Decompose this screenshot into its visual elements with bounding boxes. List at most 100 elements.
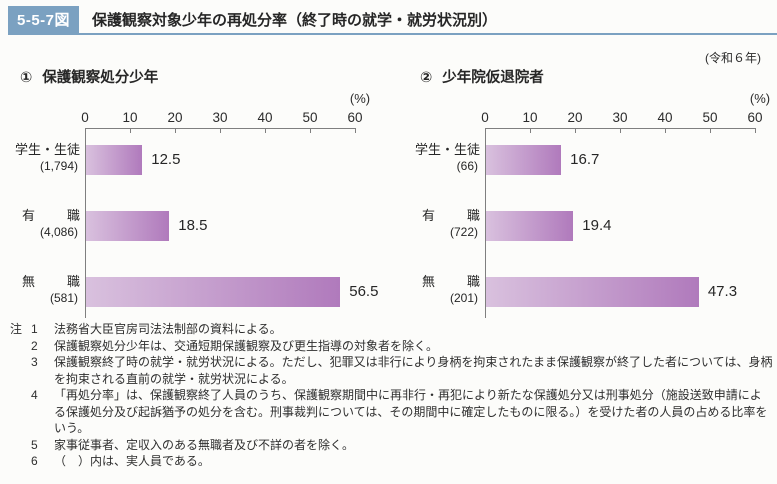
category-count: (1,794) bbox=[39, 159, 78, 173]
axis-tick-mark bbox=[220, 128, 221, 133]
plot-area: 0 10 20 30 40 50 60 学生・生徒 (66) 16.7 有職 (722) 19.4 無職(… bbox=[412, 66, 777, 324]
y-axis-line bbox=[85, 128, 86, 318]
bar-value-label: 18.5 bbox=[178, 217, 208, 234]
bar-value-label: 19.4 bbox=[582, 217, 612, 234]
title-underline bbox=[8, 33, 777, 35]
note-number: 5 bbox=[31, 437, 38, 452]
axis-tick-label: 30 bbox=[612, 110, 628, 125]
axis-tick-mark bbox=[355, 128, 356, 133]
axis-tick-mark bbox=[710, 128, 711, 133]
note-number: 1 bbox=[31, 322, 38, 336]
panel-title: 少年院仮退院者 bbox=[442, 70, 544, 86]
category-label: 有職 (722) bbox=[412, 208, 480, 240]
note-text: 保護観察終了時の就学・就労状況による。ただし、犯罪又は非行により身柄を拘束された… bbox=[54, 355, 773, 386]
bar bbox=[486, 145, 562, 175]
axis-tick-mark bbox=[575, 128, 576, 133]
panel-heading: ① 保護観察処分少年 bbox=[20, 66, 158, 87]
axis-tick-label: 40 bbox=[657, 110, 673, 125]
category-label-char: 職 bbox=[66, 274, 80, 289]
x-axis-line bbox=[485, 128, 756, 129]
category-label-char: 無 bbox=[422, 274, 436, 289]
plot-area: 0 10 20 30 40 50 60 学生・生徒 (1,794) 12.5 有職 (4,086) 18… bbox=[12, 66, 384, 324]
chart-panel-juvenile-training-school-parolees: ② 少年院仮退院者 (%) 0 10 20 30 40 50 60 学生・生徒 (66) 16.7 有… bbox=[412, 66, 777, 324]
axis-tick-mark bbox=[265, 128, 266, 133]
year-label: (令和６年) bbox=[705, 51, 761, 65]
axis-tick-mark bbox=[620, 128, 621, 133]
figure-number-badge: 5-5-7図 bbox=[8, 6, 80, 34]
bar bbox=[86, 145, 143, 175]
axis-tick-label: 20 bbox=[567, 110, 583, 125]
category-label-char: 無 bbox=[22, 274, 36, 289]
note-number: 4 bbox=[31, 388, 38, 402]
note-number: 6 bbox=[31, 454, 38, 468]
note-row: 注 1 法務省大臣官房司法法制部の資料による。 bbox=[0, 321, 773, 338]
note-number: 2 bbox=[31, 338, 38, 353]
note-text: （ ）内は、実人員である。 bbox=[54, 454, 210, 468]
note-prefix bbox=[10, 354, 31, 387]
category-count: (201) bbox=[449, 291, 478, 305]
bar-value-label: 47.3 bbox=[707, 283, 738, 300]
category-label: 学生・生徒 (66) bbox=[412, 142, 480, 174]
category-label-text: 無職 bbox=[22, 274, 80, 289]
axis-tick-mark bbox=[665, 128, 666, 133]
bar bbox=[86, 211, 170, 241]
axis-tick-mark bbox=[130, 128, 131, 133]
bar-value-label: 56.5 bbox=[349, 283, 379, 300]
category-count: (581) bbox=[49, 291, 78, 305]
note-text: 家事従事者、定収入のある無職者及び不詳の者を除く。 bbox=[54, 437, 355, 452]
note-prefix bbox=[10, 338, 31, 355]
category-label-char: 職 bbox=[66, 208, 80, 223]
note-row: 3 保護観察終了時の就学・就労状況による。ただし、犯罪又は非行により身柄を拘束され… bbox=[0, 354, 773, 387]
note-prefix bbox=[10, 453, 31, 470]
note-number: 3 bbox=[31, 355, 38, 369]
bar bbox=[86, 277, 341, 307]
category-count: (66) bbox=[456, 159, 478, 173]
y-axis-line bbox=[485, 128, 486, 318]
category-label-text: 学生・生徒 bbox=[414, 142, 480, 157]
panel-number: ① bbox=[20, 70, 33, 86]
axis-tick-label: 10 bbox=[522, 110, 538, 125]
figure-title: 保護観察対象少年の再処分率（終了時の就学・就労状況別） bbox=[92, 12, 498, 29]
axis-tick-label: 20 bbox=[167, 110, 183, 125]
category-label-text: 学生・生徒 bbox=[14, 142, 80, 157]
category-label-text: 有職 bbox=[422, 208, 480, 223]
axis-tick-label: 10 bbox=[122, 110, 138, 125]
note-row: 2 保護観察処分少年は、交通短期保護観察及び更生指導の対象者を除く。 bbox=[0, 338, 773, 355]
category-label-char: 有 bbox=[422, 208, 436, 223]
axis-tick-mark bbox=[175, 128, 176, 133]
axis-tick-label: 50 bbox=[702, 110, 718, 125]
panel-title: 保護観察処分少年 bbox=[42, 70, 159, 86]
note-text: 保護観察処分少年は、交通短期保護観察及び更生指導の対象者を除く。 bbox=[54, 338, 439, 353]
category-label-text: 有職 bbox=[22, 208, 80, 223]
axis-tick-label: 50 bbox=[302, 110, 318, 125]
note-text: 法務省大臣官房司法法制部の資料による。 bbox=[54, 322, 282, 336]
note-prefix bbox=[10, 387, 31, 437]
bar bbox=[486, 211, 574, 241]
category-count: (722) bbox=[449, 225, 478, 239]
note-prefix: 注 bbox=[10, 322, 23, 336]
axis-tick-mark bbox=[530, 128, 531, 133]
category-label-char: 職 bbox=[466, 274, 480, 289]
axis-tick-label: 0 bbox=[481, 110, 489, 125]
category-label: 無職 (581) bbox=[12, 274, 80, 306]
axis-tick-label: 60 bbox=[347, 110, 363, 125]
axis-tick-mark bbox=[310, 128, 311, 133]
axis-tick-label: 60 bbox=[747, 110, 763, 125]
bar-value-label: 12.5 bbox=[151, 151, 181, 168]
notes-section: 注 1 法務省大臣官房司法法制部の資料による。 2 保護観察処分少年は、交通短期保護観察… bbox=[0, 321, 773, 470]
category-label: 学生・生徒 (1,794) bbox=[12, 142, 80, 174]
percent-unit-label: (%) bbox=[749, 91, 771, 106]
x-axis-line bbox=[85, 128, 356, 129]
axis-tick-label: 30 bbox=[212, 110, 228, 125]
note-text: 「再処分率」は、保護観察終了人員のうち、保護観察期間中に再非行・再犯により新たな… bbox=[54, 388, 768, 435]
category-label: 無職 (201) bbox=[412, 274, 480, 306]
note-row: 6 （ ）内は、実人員である。 bbox=[0, 453, 773, 470]
category-label-char: 有 bbox=[22, 208, 36, 223]
category-label-text: 無職 bbox=[422, 274, 480, 289]
panel-number: ② bbox=[420, 70, 433, 86]
axis-tick-mark bbox=[755, 128, 756, 133]
bar bbox=[486, 277, 699, 307]
axis-tick-label: 40 bbox=[257, 110, 273, 125]
percent-unit-label: (%) bbox=[349, 91, 371, 106]
